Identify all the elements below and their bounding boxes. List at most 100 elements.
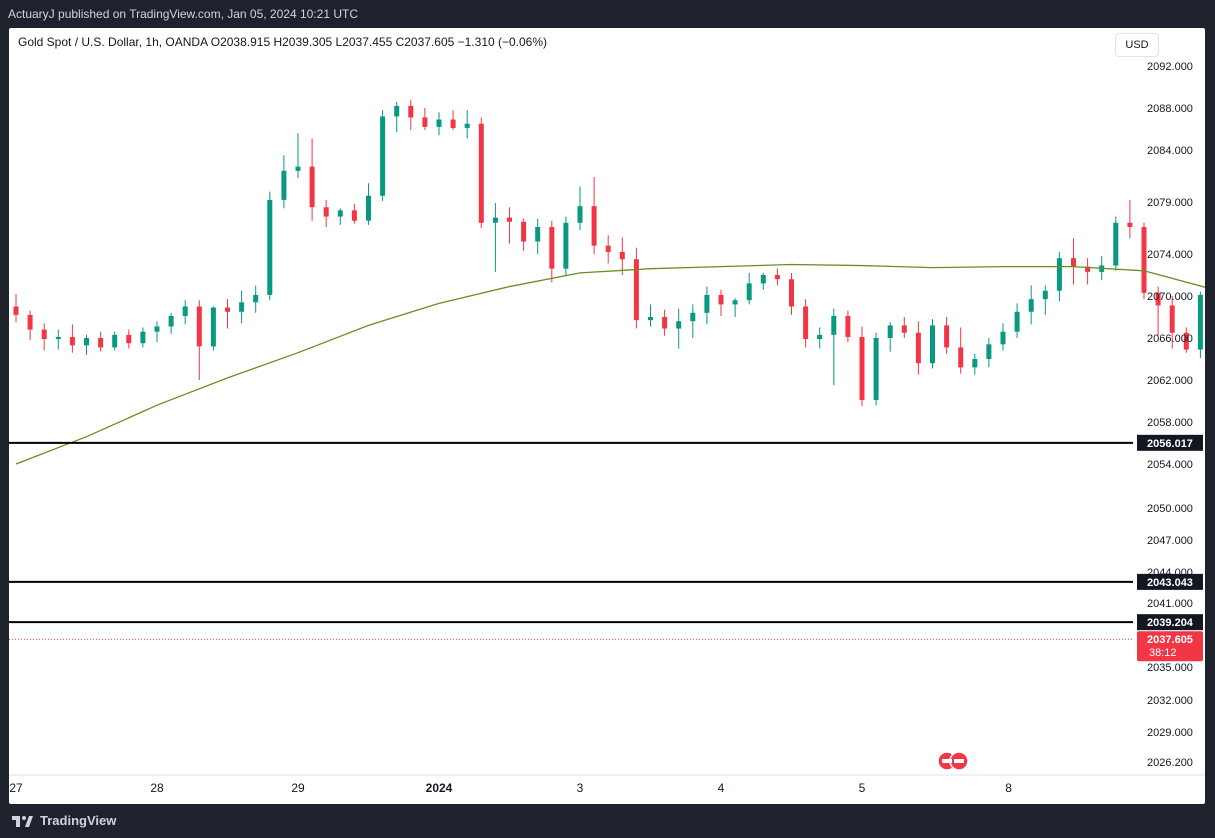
candle bbox=[986, 338, 992, 368]
candle-body bbox=[563, 222, 569, 269]
candle bbox=[281, 155, 287, 209]
currency-button[interactable]: USD bbox=[1115, 33, 1159, 57]
candle bbox=[337, 208, 343, 225]
candle bbox=[55, 329, 61, 350]
candle-body bbox=[633, 259, 639, 321]
candle bbox=[112, 331, 118, 351]
candles-layer bbox=[13, 99, 1203, 407]
candle bbox=[704, 286, 710, 325]
price-tick-label: 2029.000 bbox=[1147, 727, 1193, 739]
price-tick-label: 2026.200 bbox=[1147, 757, 1193, 769]
candle-body bbox=[196, 306, 202, 347]
candle-body bbox=[873, 338, 879, 400]
candle-body bbox=[1141, 226, 1147, 293]
candle-body bbox=[577, 206, 583, 223]
publish-header: ActuaryJ published on TradingView.com, J… bbox=[0, 0, 1215, 28]
candle-body bbox=[337, 210, 343, 217]
candle bbox=[1028, 285, 1034, 325]
price-tick-label: 2066.000 bbox=[1147, 333, 1193, 345]
candle bbox=[535, 218, 541, 254]
candle bbox=[859, 326, 865, 407]
price-tick-label: 2070.000 bbox=[1147, 291, 1193, 303]
candle bbox=[351, 204, 357, 224]
candle-body bbox=[154, 326, 160, 332]
price-tick-label: 2079.000 bbox=[1147, 197, 1193, 209]
candle bbox=[394, 101, 400, 133]
level-label-bg bbox=[1137, 573, 1203, 590]
candle bbox=[944, 317, 950, 354]
candle bbox=[126, 329, 132, 349]
candle bbox=[253, 285, 259, 313]
candle-body bbox=[98, 338, 104, 348]
candle-body bbox=[225, 307, 230, 312]
candle-body bbox=[817, 334, 823, 340]
candle-body bbox=[126, 334, 132, 344]
candle bbox=[789, 272, 794, 315]
candle bbox=[972, 353, 978, 375]
candle-body bbox=[1169, 305, 1175, 333]
candle bbox=[295, 133, 301, 179]
candle-body bbox=[1183, 332, 1189, 350]
candle bbox=[605, 235, 611, 264]
candle bbox=[239, 290, 245, 324]
price-tick-label: 2058.000 bbox=[1147, 417, 1193, 429]
time-tick-label: 27 bbox=[9, 781, 23, 795]
price-tick-label: 2088.000 bbox=[1147, 103, 1193, 115]
candle-body bbox=[887, 325, 893, 338]
candle bbox=[563, 216, 569, 275]
candle-body bbox=[986, 344, 992, 359]
level-label: 2039.204 bbox=[1147, 617, 1194, 629]
chart-panel[interactable]: 2056.017 2043.043 2039.204 2037.605 38:12 20… bbox=[9, 28, 1205, 804]
candle bbox=[662, 309, 668, 336]
candle bbox=[774, 268, 780, 286]
candle bbox=[1014, 303, 1020, 338]
candle bbox=[901, 317, 907, 338]
candle bbox=[41, 323, 47, 351]
price-tick-label: 2092.000 bbox=[1147, 61, 1193, 73]
candle-body bbox=[182, 306, 188, 316]
candle bbox=[380, 110, 386, 201]
footer-bar: TradingView bbox=[0, 804, 1215, 838]
candle-body bbox=[1127, 222, 1133, 227]
candle-body bbox=[760, 275, 766, 284]
candle-body bbox=[676, 321, 682, 329]
level-label-bg bbox=[1137, 614, 1203, 631]
candle bbox=[27, 310, 33, 341]
candle bbox=[577, 186, 583, 231]
price-tick-label: 2044.000 bbox=[1147, 567, 1193, 579]
candle-body bbox=[535, 226, 541, 242]
candle-body bbox=[549, 226, 555, 269]
price-tick-label: 2054.000 bbox=[1147, 459, 1193, 471]
candle-body bbox=[1113, 222, 1119, 266]
candle-body bbox=[27, 314, 33, 330]
candle-body bbox=[168, 315, 174, 327]
candle-body bbox=[422, 117, 428, 127]
candle bbox=[436, 112, 442, 136]
candle bbox=[507, 207, 512, 244]
time-axis: 27 28 29 2024 3 4 5 8 bbox=[9, 774, 1205, 795]
tradingview-logo[interactable]: TradingView bbox=[12, 813, 116, 828]
candle-body bbox=[1071, 258, 1076, 267]
candle bbox=[182, 300, 188, 325]
candle-body bbox=[619, 251, 625, 260]
candle-body bbox=[958, 347, 964, 368]
candle-body bbox=[1056, 258, 1062, 291]
candle bbox=[930, 319, 935, 369]
candle bbox=[831, 308, 837, 386]
candle-body bbox=[803, 306, 809, 340]
candle bbox=[140, 327, 146, 348]
price-tick-label: 2062.000 bbox=[1147, 375, 1193, 387]
candle bbox=[845, 310, 851, 343]
candle-body bbox=[718, 294, 724, 305]
candle bbox=[1085, 258, 1091, 285]
candle bbox=[422, 108, 428, 131]
candle-body bbox=[648, 317, 653, 321]
candle-body bbox=[1085, 266, 1091, 272]
time-tick-label: 2024 bbox=[426, 781, 453, 795]
price-tick-label: 2074.000 bbox=[1147, 249, 1193, 261]
events-icon[interactable] bbox=[937, 751, 969, 771]
candle bbox=[958, 327, 964, 374]
price-tick-label: 2084.000 bbox=[1147, 145, 1193, 157]
candle bbox=[1141, 222, 1147, 300]
